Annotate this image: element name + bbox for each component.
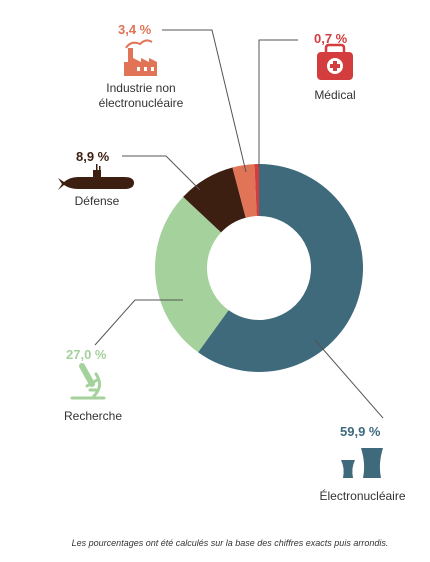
name-label-research: Recherche [63,409,123,423]
leader-line-industry [162,29,247,173]
slice-medical [254,164,259,217]
nuclear-plant-icon [341,448,383,478]
microscope-icon [70,363,106,400]
slice-recherche [154,196,229,353]
name-label-medical: Médical [314,88,356,102]
leader-line-research [94,299,183,346]
donut-slices [154,164,363,372]
first-aid-kit-icon [317,43,353,80]
name-label-industry: Industrie non électronucléaire [80,81,202,111]
factory-icon [124,39,157,76]
submarine-icon [58,164,134,190]
leader-lines [94,29,384,419]
pct-label-defense: 8,9 % [76,149,110,164]
leader-line-nuclear [314,339,384,419]
pct-label-nuclear: 59,9 % [340,424,381,439]
slice-industrie-non-electronucleaire [232,164,257,218]
pct-label-medical: 0,7 % [314,31,348,46]
leader-line-medical [258,39,298,167]
name-label-industry-line1: Industrie non [106,81,176,95]
pct-label-industry: 3,4 % [118,22,152,37]
leader-line-defense [122,155,201,191]
footnote: Les pourcentages ont été calculés sur la… [71,538,389,548]
name-label-defense: Défense [74,194,120,208]
slice-electronucleaire [198,164,363,372]
pct-label-research: 27,0 % [66,347,107,362]
slice-defense [183,167,246,233]
name-label-nuclear: Électronucléaire [319,489,406,503]
name-label-industry-line2: électronucléaire [98,96,184,110]
